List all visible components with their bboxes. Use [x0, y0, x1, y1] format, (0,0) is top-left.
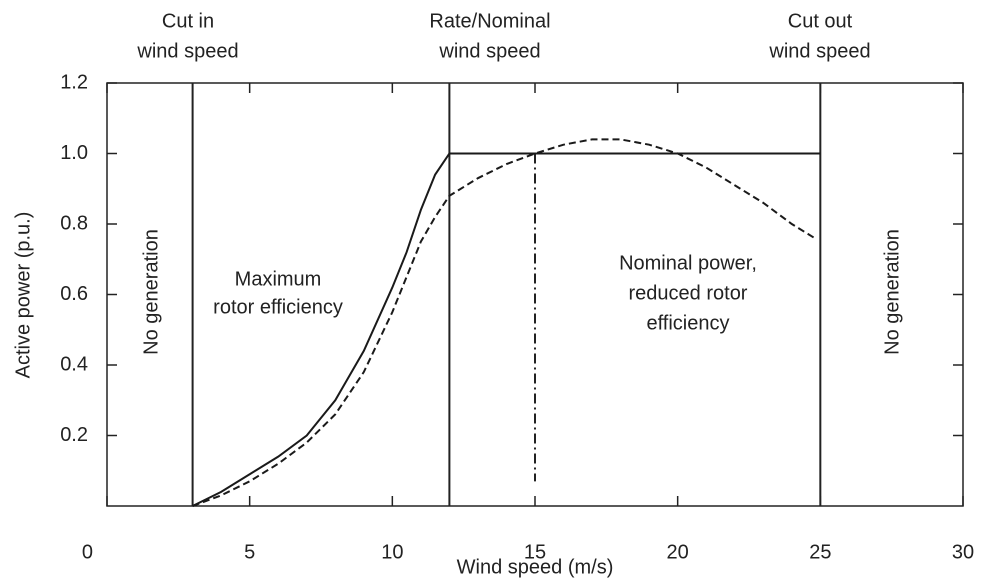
annotation: Cut in: [162, 10, 214, 32]
y-tick-label: 0.2: [60, 424, 88, 446]
y-tick-label: 0.8: [60, 212, 88, 234]
y-tick-label: 1.0: [60, 142, 88, 164]
annotation: wind speed: [438, 40, 540, 62]
annotation: No generation: [140, 229, 162, 355]
x-tick-label: 0: [82, 541, 93, 563]
y-tick-label: 0.4: [60, 353, 88, 375]
y-axis-label: Active power (p.u.): [12, 212, 34, 379]
annotation: Nominal power,: [619, 252, 757, 274]
x-tick-label: 5: [244, 541, 255, 563]
x-tick-label: 25: [809, 541, 831, 563]
y-tick-label: 1.2: [60, 71, 88, 93]
annotation: Maximum: [235, 268, 322, 290]
x-tick-label: 10: [381, 541, 403, 563]
annotation: Rate/Nominal: [429, 10, 550, 32]
x-tick-label: 30: [952, 541, 974, 563]
power-curve: [192, 138, 816, 507]
annotation: wind speed: [768, 40, 870, 62]
y-tick-label: 0.6: [60, 283, 88, 305]
annotation: wind speed: [136, 40, 238, 62]
annotation: rotor efficiency: [213, 296, 343, 318]
x-tick-label: 20: [667, 541, 689, 563]
power-curve: [192, 152, 821, 507]
annotation: reduced rotor: [629, 282, 748, 304]
x-tick-label: 15: [524, 541, 546, 563]
x-axis-label: Wind speed (m/s): [457, 556, 614, 578]
annotation: Cut out: [788, 10, 853, 32]
annotation: No generation: [881, 229, 903, 355]
annotation: efficiency: [646, 312, 729, 334]
